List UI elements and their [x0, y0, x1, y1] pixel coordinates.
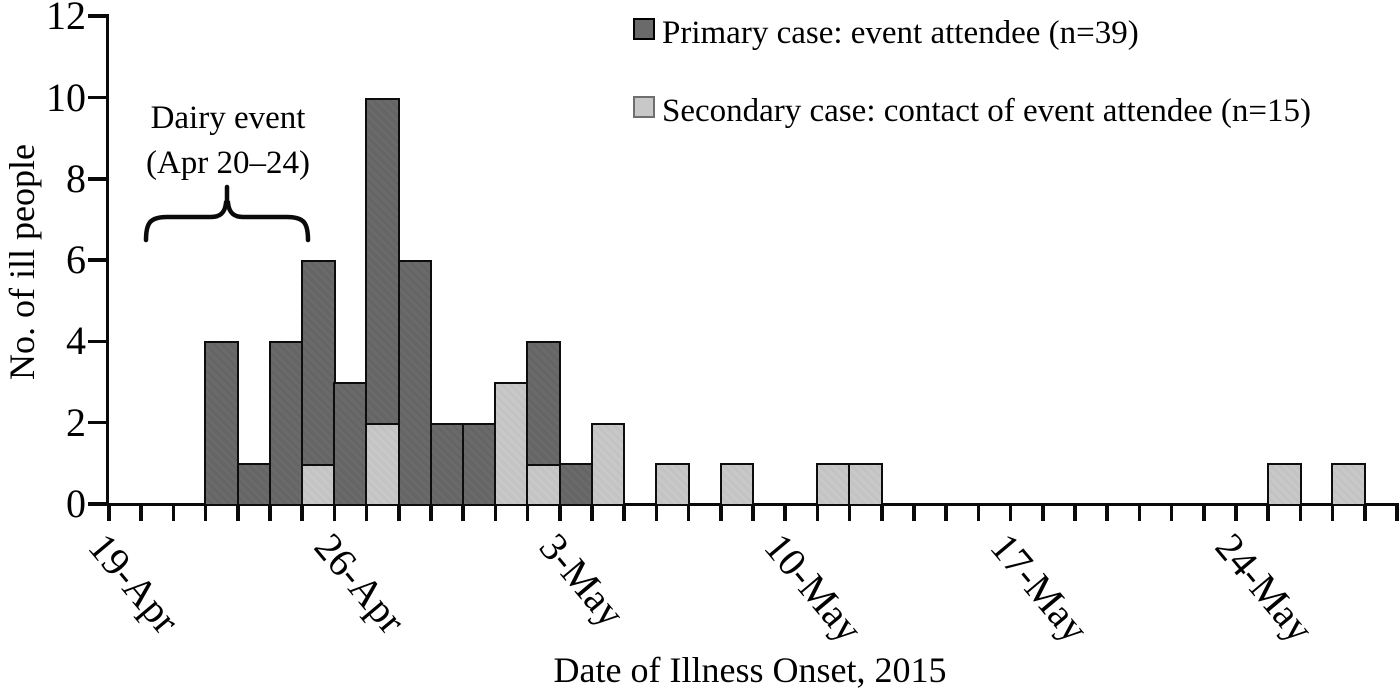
x-tick: [1073, 504, 1077, 521]
x-tick: [622, 504, 626, 521]
y-tick-label: 8: [66, 155, 86, 201]
bar-segment-primary: [526, 341, 562, 466]
bar-segment-secondary: [590, 422, 626, 506]
x-tick: [1395, 504, 1399, 521]
dairy-event-annotation-line2: (Apr 20–24): [145, 145, 311, 181]
bar-segment-secondary: [655, 463, 690, 506]
x-tick: [397, 504, 401, 521]
x-tick: [847, 504, 852, 521]
x-tick-label: 24-May: [1206, 524, 1323, 651]
y-tick-label: 2: [66, 399, 86, 445]
y-tick-label: 12: [46, 0, 86, 39]
x-tick: [1202, 504, 1206, 521]
x-tick: [912, 504, 916, 521]
x-tick: [1234, 504, 1238, 521]
x-tick: [525, 504, 530, 521]
bar-segment-secondary: [300, 463, 336, 506]
bar-segment-secondary: [848, 463, 884, 506]
x-tick: [783, 504, 787, 521]
x-tick: [461, 504, 465, 521]
bar-segment-secondary: [719, 463, 755, 506]
x-tick: [815, 504, 820, 521]
x-tick: [1330, 504, 1335, 521]
x-tick-label: 17-May: [981, 524, 1098, 651]
bar-segment-secondary: [526, 463, 562, 506]
x-tick: [976, 504, 981, 521]
y-tick: [88, 177, 109, 181]
x-tick: [139, 504, 143, 521]
bar-segment-primary: [397, 260, 433, 506]
x-tick: [364, 504, 369, 521]
legend-item-secondary: Secondary case: contact of event attende…: [633, 93, 1311, 140]
x-axis-title: Date of Illness Onset, 2015: [553, 650, 947, 690]
bar-segment-primary: [365, 97, 401, 426]
bar-segment-primary: [558, 463, 594, 506]
bar-segment-secondary: [1331, 463, 1367, 506]
x-tick: [880, 504, 884, 521]
x-tick: [1363, 504, 1367, 521]
x-tick: [1137, 504, 1142, 521]
x-tick: [236, 504, 240, 521]
bar-segment-primary: [236, 463, 272, 506]
dairy-event-annotation: Dairy event (Apr 20–24): [127, 96, 329, 186]
legend-swatch-secondary: [633, 96, 655, 118]
x-tick: [944, 504, 948, 521]
x-tick: [590, 504, 594, 521]
y-tick: [88, 502, 109, 506]
legend-item-primary: Primary case: event attendee (n=39): [633, 15, 1139, 62]
x-tick: [686, 504, 691, 521]
x-tick: [332, 504, 337, 521]
bar-segment-primary: [268, 341, 304, 506]
x-tick: [107, 504, 111, 521]
y-tick-label: 0: [66, 481, 86, 526]
y-tick: [88, 339, 109, 344]
x-tick: [751, 504, 755, 521]
x-tick: [719, 504, 723, 521]
y-tick-label: 10: [46, 74, 86, 120]
x-tick: [268, 504, 272, 521]
legend-label-secondary: Secondary case: contact of event attende…: [662, 93, 1311, 129]
x-tick: [429, 504, 433, 521]
bar-segment-primary: [300, 260, 336, 466]
y-tick: [88, 14, 109, 18]
x-tick: [558, 504, 562, 521]
bar-segment-primary: [204, 341, 240, 506]
bar-segment-secondary: [494, 382, 529, 506]
x-tick: [1169, 504, 1174, 521]
x-tick: [1008, 504, 1013, 521]
x-tick: [300, 504, 304, 521]
x-tick: [171, 504, 176, 521]
y-tick: [88, 95, 109, 100]
x-tick-label: 19-Apr: [79, 524, 189, 643]
x-tick: [1105, 504, 1109, 521]
bar-segment-primary: [429, 422, 465, 506]
y-tick-label: 6: [66, 237, 86, 283]
brace-path: [143, 200, 311, 243]
x-tick: [1266, 504, 1270, 521]
x-tick: [654, 504, 659, 521]
y-tick-label: 4: [66, 318, 86, 364]
legend-swatch-primary: [633, 18, 655, 40]
x-tick: [493, 504, 498, 521]
bar-segment-primary: [333, 382, 368, 506]
x-tick-label: 10-May: [756, 524, 872, 651]
legend-label-primary: Primary case: event attendee (n=39): [662, 15, 1139, 51]
x-tick: [1041, 504, 1045, 521]
x-tick-label: 26-Apr: [305, 524, 414, 643]
x-tick: [1298, 504, 1303, 521]
bar-segment-primary: [461, 422, 497, 506]
x-tick-label: 3-May: [530, 524, 634, 636]
x-tick: [203, 504, 208, 521]
bar-segment-secondary: [816, 463, 851, 506]
y-tick: [88, 420, 109, 425]
bar-segment-secondary: [1266, 463, 1302, 506]
bar-segment-secondary: [365, 422, 401, 506]
dairy-event-annotation-line1: Dairy event: [150, 100, 306, 136]
y-tick: [88, 258, 109, 262]
